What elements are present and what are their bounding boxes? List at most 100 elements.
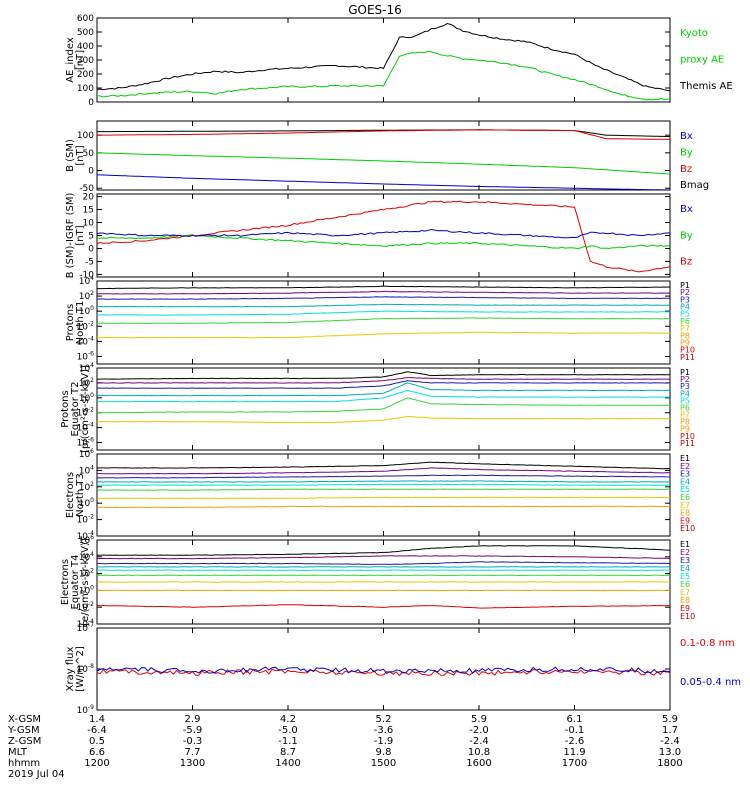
ytick-label-pt1: 102	[79, 290, 94, 302]
legend-ae: proxy AE	[680, 55, 724, 66]
xrow-value: 13.0	[659, 747, 681, 758]
series-line-et3-E7	[97, 497, 670, 498]
legend-pt1: P11	[680, 353, 695, 362]
ytick-label-pt1: 10-6	[77, 350, 95, 362]
xrow-value: 1200	[84, 758, 109, 769]
xrow-value: 10.8	[468, 747, 490, 758]
series-line-pt1-P2	[97, 291, 670, 294]
ytick-label-bigrf: 20	[83, 193, 95, 203]
ytick-label-ae: 600	[77, 14, 94, 24]
ytick-label-ae: 0	[88, 98, 94, 108]
xrow-value: -2.4	[660, 736, 680, 747]
xrow-value: -0.3	[183, 736, 203, 747]
xrow-value: -1.1	[278, 736, 298, 747]
legend-xray: 0.1-0.8 nm	[680, 638, 735, 649]
xrow-value: -3.6	[374, 725, 394, 736]
series-line-et3-E4	[97, 481, 670, 482]
ytick-label-pt1: 104	[79, 275, 94, 287]
xrow-value: 6.6	[89, 747, 105, 758]
series-group-ae	[97, 24, 670, 100]
series-line-pt1-P7	[97, 332, 670, 338]
legend-bsm: Bmag	[680, 180, 709, 191]
ylabel-pt2: [p/(cm²-s-sr-keV)]	[80, 365, 91, 453]
xrow-value: 5.2	[376, 714, 392, 725]
xrow-label: X-GSM	[8, 714, 41, 725]
ytick-label-bigrf: 0	[88, 244, 94, 254]
ytick-label-bigrf: 5	[88, 232, 94, 242]
series-line-pt2-P4	[97, 383, 670, 396]
xrow-value: -6.4	[87, 725, 107, 736]
xrow-value: -2.0	[469, 725, 489, 736]
ytick-label-bigrf: -5	[85, 257, 94, 267]
series-group-pt2	[97, 372, 670, 423]
legend-bsm: Bz	[680, 164, 692, 175]
series-line-et4-E2	[97, 556, 670, 559]
legend-bigrf: Bx	[680, 204, 693, 215]
xrow-label: Z-GSM	[8, 736, 41, 747]
series-group-et4	[97, 546, 670, 608]
xrow-value: 1800	[657, 758, 682, 769]
series-group-bsm	[97, 130, 670, 190]
series-line-et4-E3	[97, 562, 670, 565]
xrow-value: 1.4	[89, 714, 105, 725]
ytick-label-bsm: 100	[77, 131, 94, 141]
legend-bigrf: Bz	[680, 257, 692, 268]
series-line-et4-E1	[97, 546, 670, 556]
xrow-label: MLT	[8, 747, 28, 758]
series-group-xray	[97, 667, 670, 675]
legend-ae: Kyoto	[680, 28, 708, 39]
series-line-et3-E5	[97, 484, 670, 485]
xrow-value: 8.7	[280, 747, 296, 758]
ytick-label-ae: 500	[77, 28, 94, 38]
series-line-pt2-P3	[97, 381, 670, 389]
xrow-value: 1300	[180, 758, 205, 769]
legend-ae: Themis AE	[679, 81, 733, 92]
ytick-label-ae: 100	[77, 84, 94, 94]
date-label: 2019 Jul 04	[8, 769, 65, 780]
series-line-bsm-By	[97, 153, 670, 174]
ytick-label-bsm: 0	[88, 167, 94, 177]
series-line-pt1-P5	[97, 311, 670, 315]
ylabel-et3: North T3	[75, 473, 86, 517]
ylabel-xray: [W/m^2]	[75, 646, 86, 692]
xrow-value: 1700	[562, 758, 587, 769]
xrow-value: -2.6	[565, 736, 585, 747]
series-line-ae-Themis-AE	[97, 24, 670, 91]
legend-bsm: By	[680, 147, 693, 158]
xrow-value: 4.2	[280, 714, 296, 725]
series-line-et3-E6	[97, 489, 670, 490]
xrow-value: 5.9	[662, 714, 678, 725]
series-line-et4-E9	[97, 605, 670, 608]
xrow-label: Y-GSM	[7, 725, 40, 736]
xrow-value: 11.9	[563, 747, 585, 758]
ytick-label-xray: 10-7	[77, 622, 95, 634]
ylabel-ae: [nT]	[75, 50, 86, 70]
xrow-label: hhmm	[8, 758, 40, 769]
xrow-value: -2.4	[469, 736, 489, 747]
legend-et3: E10	[680, 524, 695, 533]
series-line-pt1-P3	[97, 297, 670, 300]
xrow-value: 2.9	[185, 714, 201, 725]
series-line-xray-0-05-0-4-nm	[97, 667, 670, 673]
series-group-et3	[97, 462, 670, 507]
xrow-value: 5.9	[471, 714, 487, 725]
xrow-value: 7.7	[185, 747, 201, 758]
legend-xray: 0.05-0.4 nm	[680, 677, 741, 688]
series-line-bigrf-Bx	[97, 230, 670, 238]
xrow-value: 9.8	[376, 747, 392, 758]
series-group-bigrf	[97, 201, 670, 272]
xrow-value: 1.7	[662, 725, 678, 736]
ylabel-bsm: [nT]	[75, 145, 86, 165]
ylabel-et4: [e/(cm²-s-sr-keV)]	[80, 538, 91, 626]
xrow-value: 0.5	[89, 736, 105, 747]
figure-title: GOES-16	[348, 3, 402, 17]
series-line-pt1-P1	[97, 286, 670, 289]
ylabel-bigrf: [nT]	[75, 225, 86, 245]
ytick-label-ae: 200	[77, 70, 94, 80]
xrow-value: 1500	[371, 758, 396, 769]
legend-pt2: P11	[680, 439, 695, 448]
legend-et4: E10	[680, 612, 695, 621]
ytick-label-bigrf: 15	[83, 206, 94, 216]
